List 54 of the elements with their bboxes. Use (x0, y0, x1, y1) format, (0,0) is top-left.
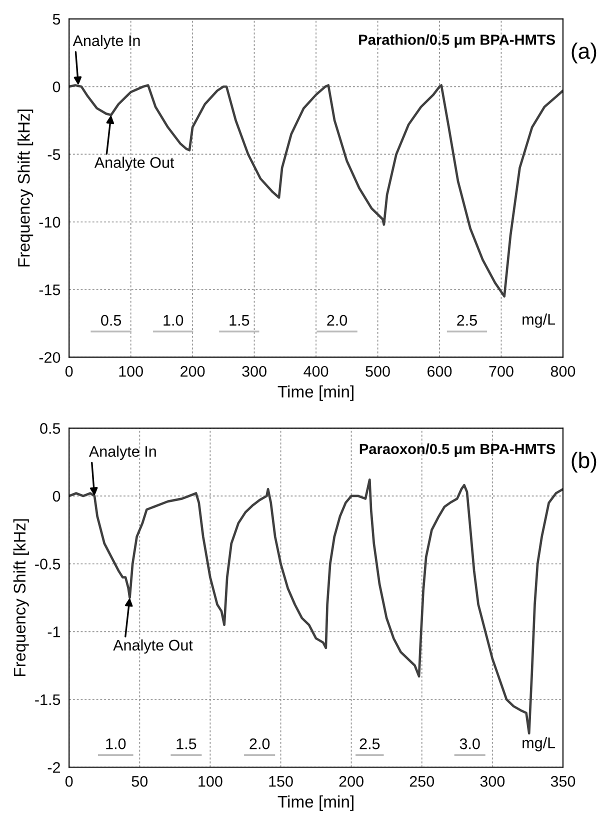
series-label: 2.0 (250, 738, 270, 750)
x-tick-label: 100 (198, 776, 222, 787)
series-label: 2.5 (360, 738, 380, 750)
x-axis-title: Time [min] (278, 795, 354, 811)
annotation: mg/L (522, 314, 556, 328)
annotation: Analyte In (88, 446, 156, 460)
x-tick-label: 50 (132, 776, 148, 787)
annotation: Analyte Out (94, 156, 174, 171)
annotation: mg/L (522, 737, 556, 752)
x-tick-label: 200 (339, 776, 364, 787)
series-label: 3.0 (460, 738, 480, 750)
text: (b) (572, 452, 596, 473)
x-tick-label: 700 (489, 366, 514, 377)
y-tick-label: 0.5 (40, 423, 60, 434)
y-tick-label: -1.5 (35, 694, 60, 706)
y-axis-title: Frequency Shift [kHz] (13, 519, 29, 676)
y-tick-label: -2 (48, 762, 60, 773)
text: Parathion/0.5 μm BPA-HMTS (359, 34, 555, 48)
series-label: 2.0 (327, 314, 348, 326)
annotation: Analyte Out (113, 639, 193, 654)
x-tick-label: 100 (119, 366, 143, 377)
y-axis-title: Frequency Shift [kHz] (18, 110, 34, 266)
y-tick-label: 5 (52, 14, 60, 25)
annotation: Analyte In (72, 34, 140, 50)
series-label: 1.5 (176, 738, 196, 750)
x-tick-label: 300 (242, 366, 266, 377)
x-tick-label: 200 (180, 366, 205, 377)
y-tick-label: -20 (39, 352, 60, 363)
y-tick-label: -0.5 (35, 558, 60, 570)
y-tick-label: -5 (48, 149, 60, 160)
x-tick-label: 600 (428, 366, 452, 377)
x-tick-label: 0 (65, 366, 73, 377)
series-label: 1.0 (164, 314, 184, 326)
y-tick-label: 0 (52, 490, 60, 502)
series-label: 2.5 (457, 314, 477, 326)
x-tick-label: 350 (550, 776, 576, 787)
x-tick-label: 500 (366, 366, 390, 377)
x-axis-title: Time [min] (278, 385, 354, 401)
x-tick-label: 150 (269, 776, 293, 787)
x-tick-label: 0 (65, 776, 73, 787)
y-tick-label: -15 (39, 284, 60, 296)
series-label: 0.5 (101, 314, 122, 326)
x-tick-label: 800 (550, 366, 576, 377)
text: (a) (572, 42, 596, 64)
y-tick-label: -1 (48, 626, 60, 638)
series-label: 1.5 (230, 315, 250, 326)
y-tick-label: 0 (52, 81, 60, 92)
line-series (69, 478, 563, 735)
x-tick-label: 400 (304, 366, 328, 377)
y-tick-label: -10 (39, 216, 60, 228)
text: Paraoxon/0.5 μm BPA-HMTS (360, 443, 555, 457)
x-tick-label: 300 (480, 776, 505, 787)
x-tick-label: 250 (410, 776, 434, 787)
series-label: 1.0 (106, 738, 126, 750)
